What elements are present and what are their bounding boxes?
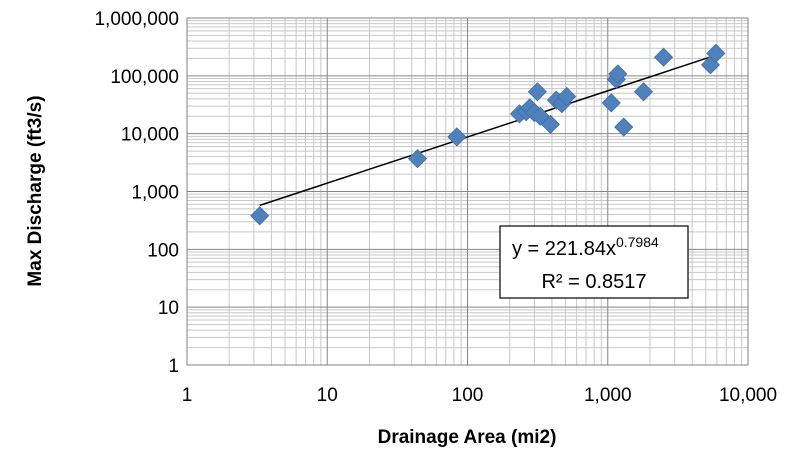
x-tick-label: 1 <box>182 385 193 406</box>
data-point-marker <box>614 117 634 137</box>
data-point-marker <box>527 82 547 102</box>
power-trendline <box>259 54 717 207</box>
x-axis-title: Drainage Area (mi2) <box>378 427 557 448</box>
data-point-marker <box>653 47 674 67</box>
y-axis-title: Max Discharge (ft3/s) <box>25 95 46 286</box>
data-point-marker <box>540 114 560 134</box>
equation-prefix: y = 221.84x <box>512 238 616 260</box>
x-tick-label: 10 <box>317 385 338 406</box>
y-tick-label: 1,000,000 <box>94 9 179 30</box>
y-tick-label: 1 <box>168 356 179 377</box>
x-tick-labels: 1 10 100 1,000 10,000 <box>182 385 777 406</box>
data-point-marker <box>407 149 428 169</box>
plot-area-border <box>186 17 749 366</box>
data-points <box>250 43 726 226</box>
equation-exponent: 0.7984 <box>616 234 659 250</box>
y-tick-label: 10 <box>158 298 179 319</box>
equation-box: y = 221.84x0.7984 R² = 0.8517 <box>499 225 689 299</box>
y-tick-label: 100 <box>147 240 179 261</box>
y-tick-labels: 1 10 100 1,000 10,000 100,000 1,000,000 <box>94 9 179 377</box>
data-point-marker <box>706 43 726 63</box>
data-point-marker <box>447 127 467 147</box>
x-tick-label: 10,000 <box>719 385 777 406</box>
y-tick-label: 100,000 <box>110 67 179 88</box>
data-point-marker <box>633 82 654 102</box>
equation-box-frame <box>499 225 689 299</box>
r-squared-label: R² = 0.8517 <box>541 271 646 293</box>
y-tick-label: 10,000 <box>121 125 179 146</box>
x-tick-label: 1,000 <box>584 385 632 406</box>
data-point-marker <box>557 86 577 107</box>
x-tick-label: 100 <box>452 385 484 406</box>
data-point-marker <box>601 93 621 113</box>
data-point-marker <box>250 206 270 226</box>
data-point-marker <box>608 64 628 84</box>
trendline-equation: y = 221.84x0.7984 <box>512 234 659 260</box>
grid-lines <box>186 17 749 366</box>
y-tick-label: 1,000 <box>131 183 179 204</box>
